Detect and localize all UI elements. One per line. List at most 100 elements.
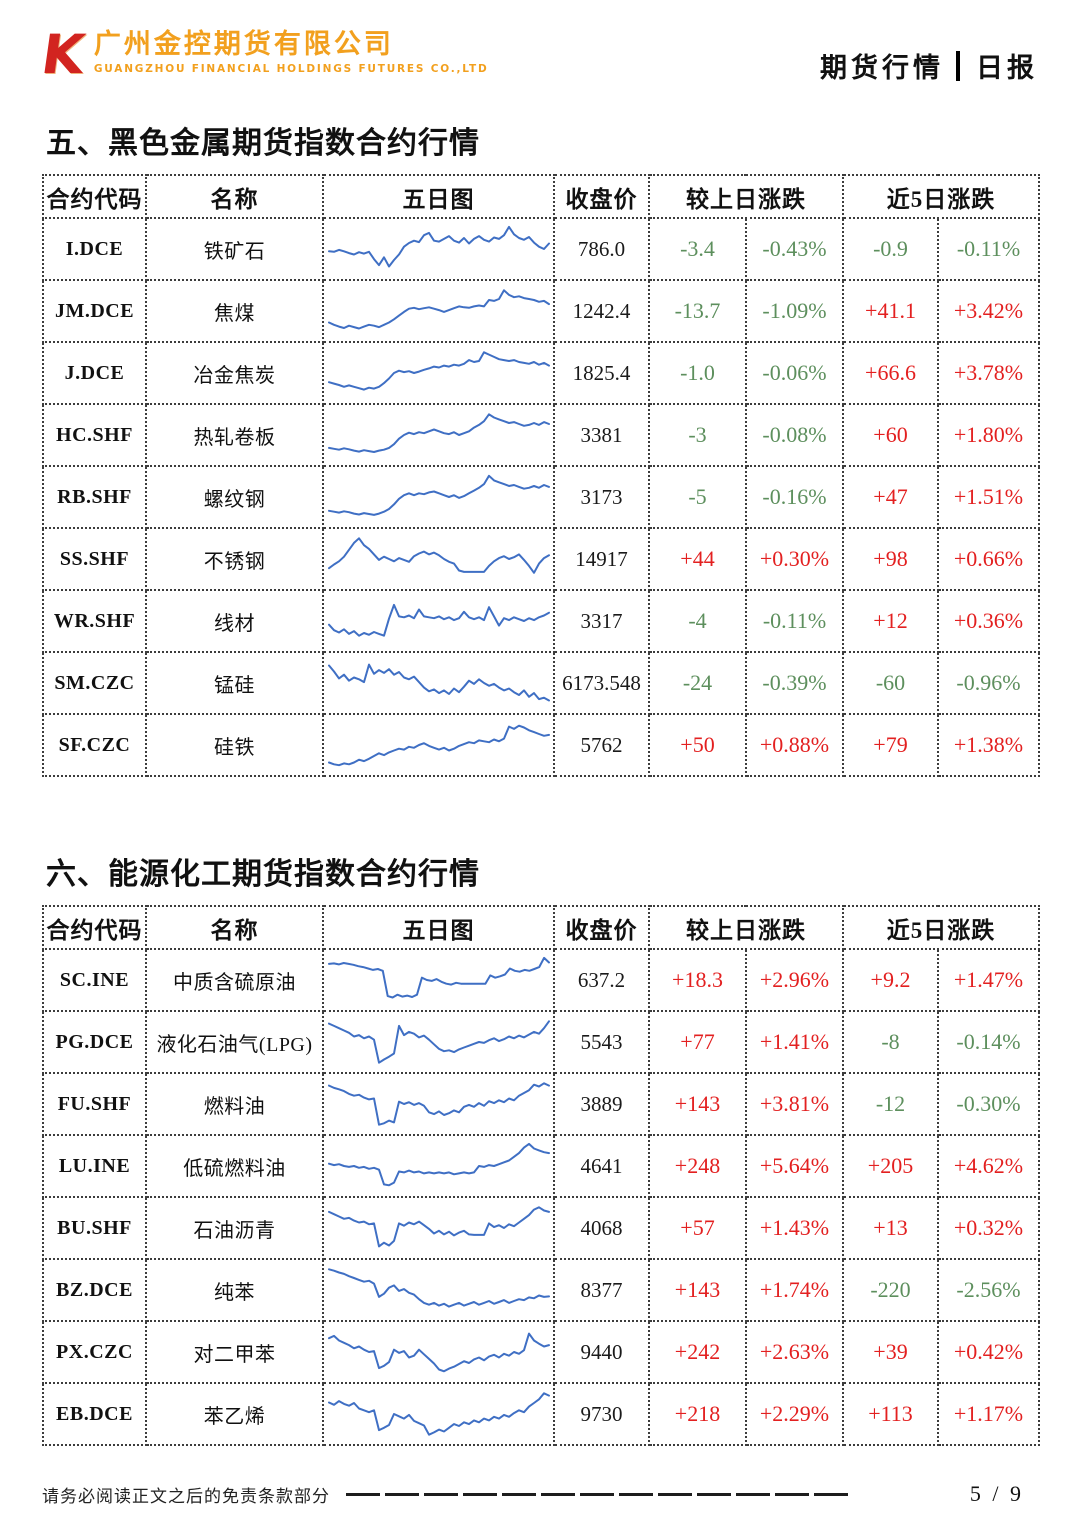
table-row: JM.DCE 焦煤 1242.4 -13.7 -1.09% +41.1 +3.42% bbox=[42, 279, 1040, 343]
five-day-change: -8 bbox=[842, 1010, 939, 1074]
futures-quote-table: 合约代码 名称 五日图 收盘价 较上日涨跌 近5日涨跌 I.DCE 铁矿石 786.0 -3.4-… bbox=[42, 174, 1040, 777]
sparkline-chart-cell bbox=[322, 1010, 555, 1074]
table-header-row: 合约代码 名称 五日图 收盘价 较上日涨跌 近5日涨跌 bbox=[42, 174, 1040, 219]
sparkline bbox=[327, 1082, 550, 1126]
contract-name: 锰硅 bbox=[145, 651, 324, 715]
brand-k-icon: K bbox=[37, 23, 89, 86]
day-change: +143 bbox=[648, 1072, 747, 1136]
sparkline-chart-cell bbox=[322, 1258, 555, 1322]
table-row: PG.DCE 液化石油气(LPG) 5543 +77 +1.41% -8 -0.14% bbox=[42, 1010, 1040, 1074]
day-change: +218 bbox=[648, 1382, 747, 1446]
day-change-pct: +5.64% bbox=[745, 1134, 844, 1198]
five-day-change: +60 bbox=[842, 403, 939, 467]
five-day-change: +205 bbox=[842, 1134, 939, 1198]
company-name-en: GUANGZHOU FINANCIAL HOLDINGS FUTURES CO.… bbox=[93, 63, 489, 75]
close-price: 1242.4 bbox=[553, 279, 650, 343]
day-change-pct: -1.09% bbox=[745, 279, 844, 343]
contract-code: RB.SHF bbox=[42, 465, 147, 529]
col-header-close-price: 收盘价 bbox=[553, 174, 650, 219]
company-logo: K 广州金控期货有限公司 GUANGZHOU FINANCIAL HOLDING… bbox=[38, 23, 489, 86]
col-header-day-change: 较上日涨跌 bbox=[648, 174, 844, 219]
sparkline bbox=[327, 1206, 550, 1248]
five-day-change: -220 bbox=[842, 1258, 939, 1322]
col-header-contract-code: 合约代码 bbox=[42, 174, 147, 219]
table-row: RB.SHF 螺纹钢 3173 -5 -0.16% +47 +1.51% bbox=[42, 465, 1040, 529]
table-row: SF.CZC 硅铁 5762 +50 +0.88% +79 +1.38% bbox=[42, 713, 1040, 777]
five-day-change-pct: +0.32% bbox=[937, 1196, 1040, 1260]
sparkline-chart-cell bbox=[322, 1382, 555, 1446]
day-change: +18.3 bbox=[648, 948, 747, 1012]
close-price: 3889 bbox=[553, 1072, 650, 1136]
close-price: 3317 bbox=[553, 589, 650, 653]
contract-code: SC.INE bbox=[42, 948, 147, 1012]
table-row: J.DCE 冶金焦炭 1825.4 -1.0 -0.06% +66.6 +3.78% bbox=[42, 341, 1040, 405]
report-frequency-label: 日报 bbox=[976, 53, 1038, 83]
contract-name: 热轧卷板 bbox=[145, 403, 324, 467]
sparkline bbox=[327, 1268, 550, 1308]
sparkline-chart-cell bbox=[322, 465, 555, 529]
table-row: HC.SHF 热轧卷板 3381 -3 -0.08% +60 +1.80% bbox=[42, 403, 1040, 467]
contract-name: 苯乙烯 bbox=[145, 1382, 324, 1446]
sparkline bbox=[327, 537, 550, 574]
day-change-pct: -0.16% bbox=[745, 465, 844, 529]
five-day-change: +79 bbox=[842, 713, 939, 777]
close-price: 9440 bbox=[553, 1320, 650, 1384]
page-header: K 广州金控期货有限公司 GUANGZHOU FINANCIAL HOLDING… bbox=[38, 23, 1038, 92]
contract-name: 纯苯 bbox=[145, 1258, 324, 1322]
day-change-pct: +2.63% bbox=[745, 1320, 844, 1384]
sparkline bbox=[327, 956, 550, 999]
five-day-change-pct: +1.51% bbox=[937, 465, 1040, 529]
close-price: 5762 bbox=[553, 713, 650, 777]
contract-code: BZ.DCE bbox=[42, 1258, 147, 1322]
close-price: 6173.548 bbox=[553, 651, 650, 715]
five-day-change-pct: +1.38% bbox=[937, 713, 1040, 777]
table-row: I.DCE 铁矿石 786.0 -3.4 -0.43% -0.9 -0.11% bbox=[42, 217, 1040, 281]
day-change: +143 bbox=[648, 1258, 747, 1322]
day-change: +50 bbox=[648, 713, 747, 777]
five-day-change: +66.6 bbox=[842, 341, 939, 405]
five-day-change: +113 bbox=[842, 1382, 939, 1446]
disclaimer-text: 请务必阅读正文之后的免责条款部分 bbox=[42, 1486, 330, 1506]
contract-name: 中质含硫原油 bbox=[145, 948, 324, 1012]
contract-code: EB.DCE bbox=[42, 1382, 147, 1446]
five-day-change-pct: +3.78% bbox=[937, 341, 1040, 405]
table-row: EB.DCE 苯乙烯 9730 +218 +2.29% +113 +1.17% bbox=[42, 1382, 1040, 1446]
sparkline bbox=[327, 1142, 550, 1187]
five-day-change: -12 bbox=[842, 1072, 939, 1136]
five-day-change: +13 bbox=[842, 1196, 939, 1260]
day-change: -13.7 bbox=[648, 279, 747, 343]
day-change: -3.4 bbox=[648, 217, 747, 281]
contract-code: HC.SHF bbox=[42, 403, 147, 467]
five-day-change-pct: +1.80% bbox=[937, 403, 1040, 467]
section: 六、能源化工期货指数合约行情 合约代码 名称 五日图 收盘价 较上日涨跌 近5日涨跌 SC.I… bbox=[42, 849, 1040, 1446]
sparkline-chart-cell bbox=[322, 527, 555, 591]
col-header-contract-code: 合约代码 bbox=[42, 905, 147, 950]
day-change-pct: +1.43% bbox=[745, 1196, 844, 1260]
sparkline-chart-cell bbox=[322, 217, 555, 281]
five-day-change-pct: +1.47% bbox=[937, 948, 1040, 1012]
contract-code: BU.SHF bbox=[42, 1196, 147, 1260]
sparkline bbox=[327, 289, 550, 330]
table-row: BU.SHF 石油沥青 4068 +57 +1.43% +13 +0.32% bbox=[42, 1196, 1040, 1260]
day-change: -1.0 bbox=[648, 341, 747, 405]
contract-code: WR.SHF bbox=[42, 589, 147, 653]
page-number: 5 / 9 bbox=[969, 1481, 1024, 1506]
table-row: PX.CZC 对二甲苯 9440 +242 +2.63% +39 +0.42% bbox=[42, 1320, 1040, 1384]
contract-name: 冶金焦炭 bbox=[145, 341, 324, 405]
table-row: SS.SHF 不锈钢 14917 +44 +0.30% +98 +0.66% bbox=[42, 527, 1040, 591]
close-price: 3173 bbox=[553, 465, 650, 529]
contract-code: LU.INE bbox=[42, 1134, 147, 1198]
sparkline-chart-cell bbox=[322, 713, 555, 777]
day-change: -5 bbox=[648, 465, 747, 529]
report-category-label: 期货行情 bbox=[820, 53, 944, 83]
five-day-change-pct: +0.66% bbox=[937, 527, 1040, 591]
page-footer: 请务必阅读正文之后的免责条款部分 5 / 9 bbox=[42, 1481, 1038, 1507]
five-day-change: +12 bbox=[842, 589, 939, 653]
contract-code: JM.DCE bbox=[42, 279, 147, 343]
table-row: SM.CZC 锰硅 6173.548 -24 -0.39% -60 -0.96% bbox=[42, 651, 1040, 715]
col-header-name: 名称 bbox=[145, 174, 324, 219]
day-change-pct: +0.30% bbox=[745, 527, 844, 591]
sparkline-chart-cell bbox=[322, 279, 555, 343]
day-change-pct: +1.41% bbox=[745, 1010, 844, 1074]
